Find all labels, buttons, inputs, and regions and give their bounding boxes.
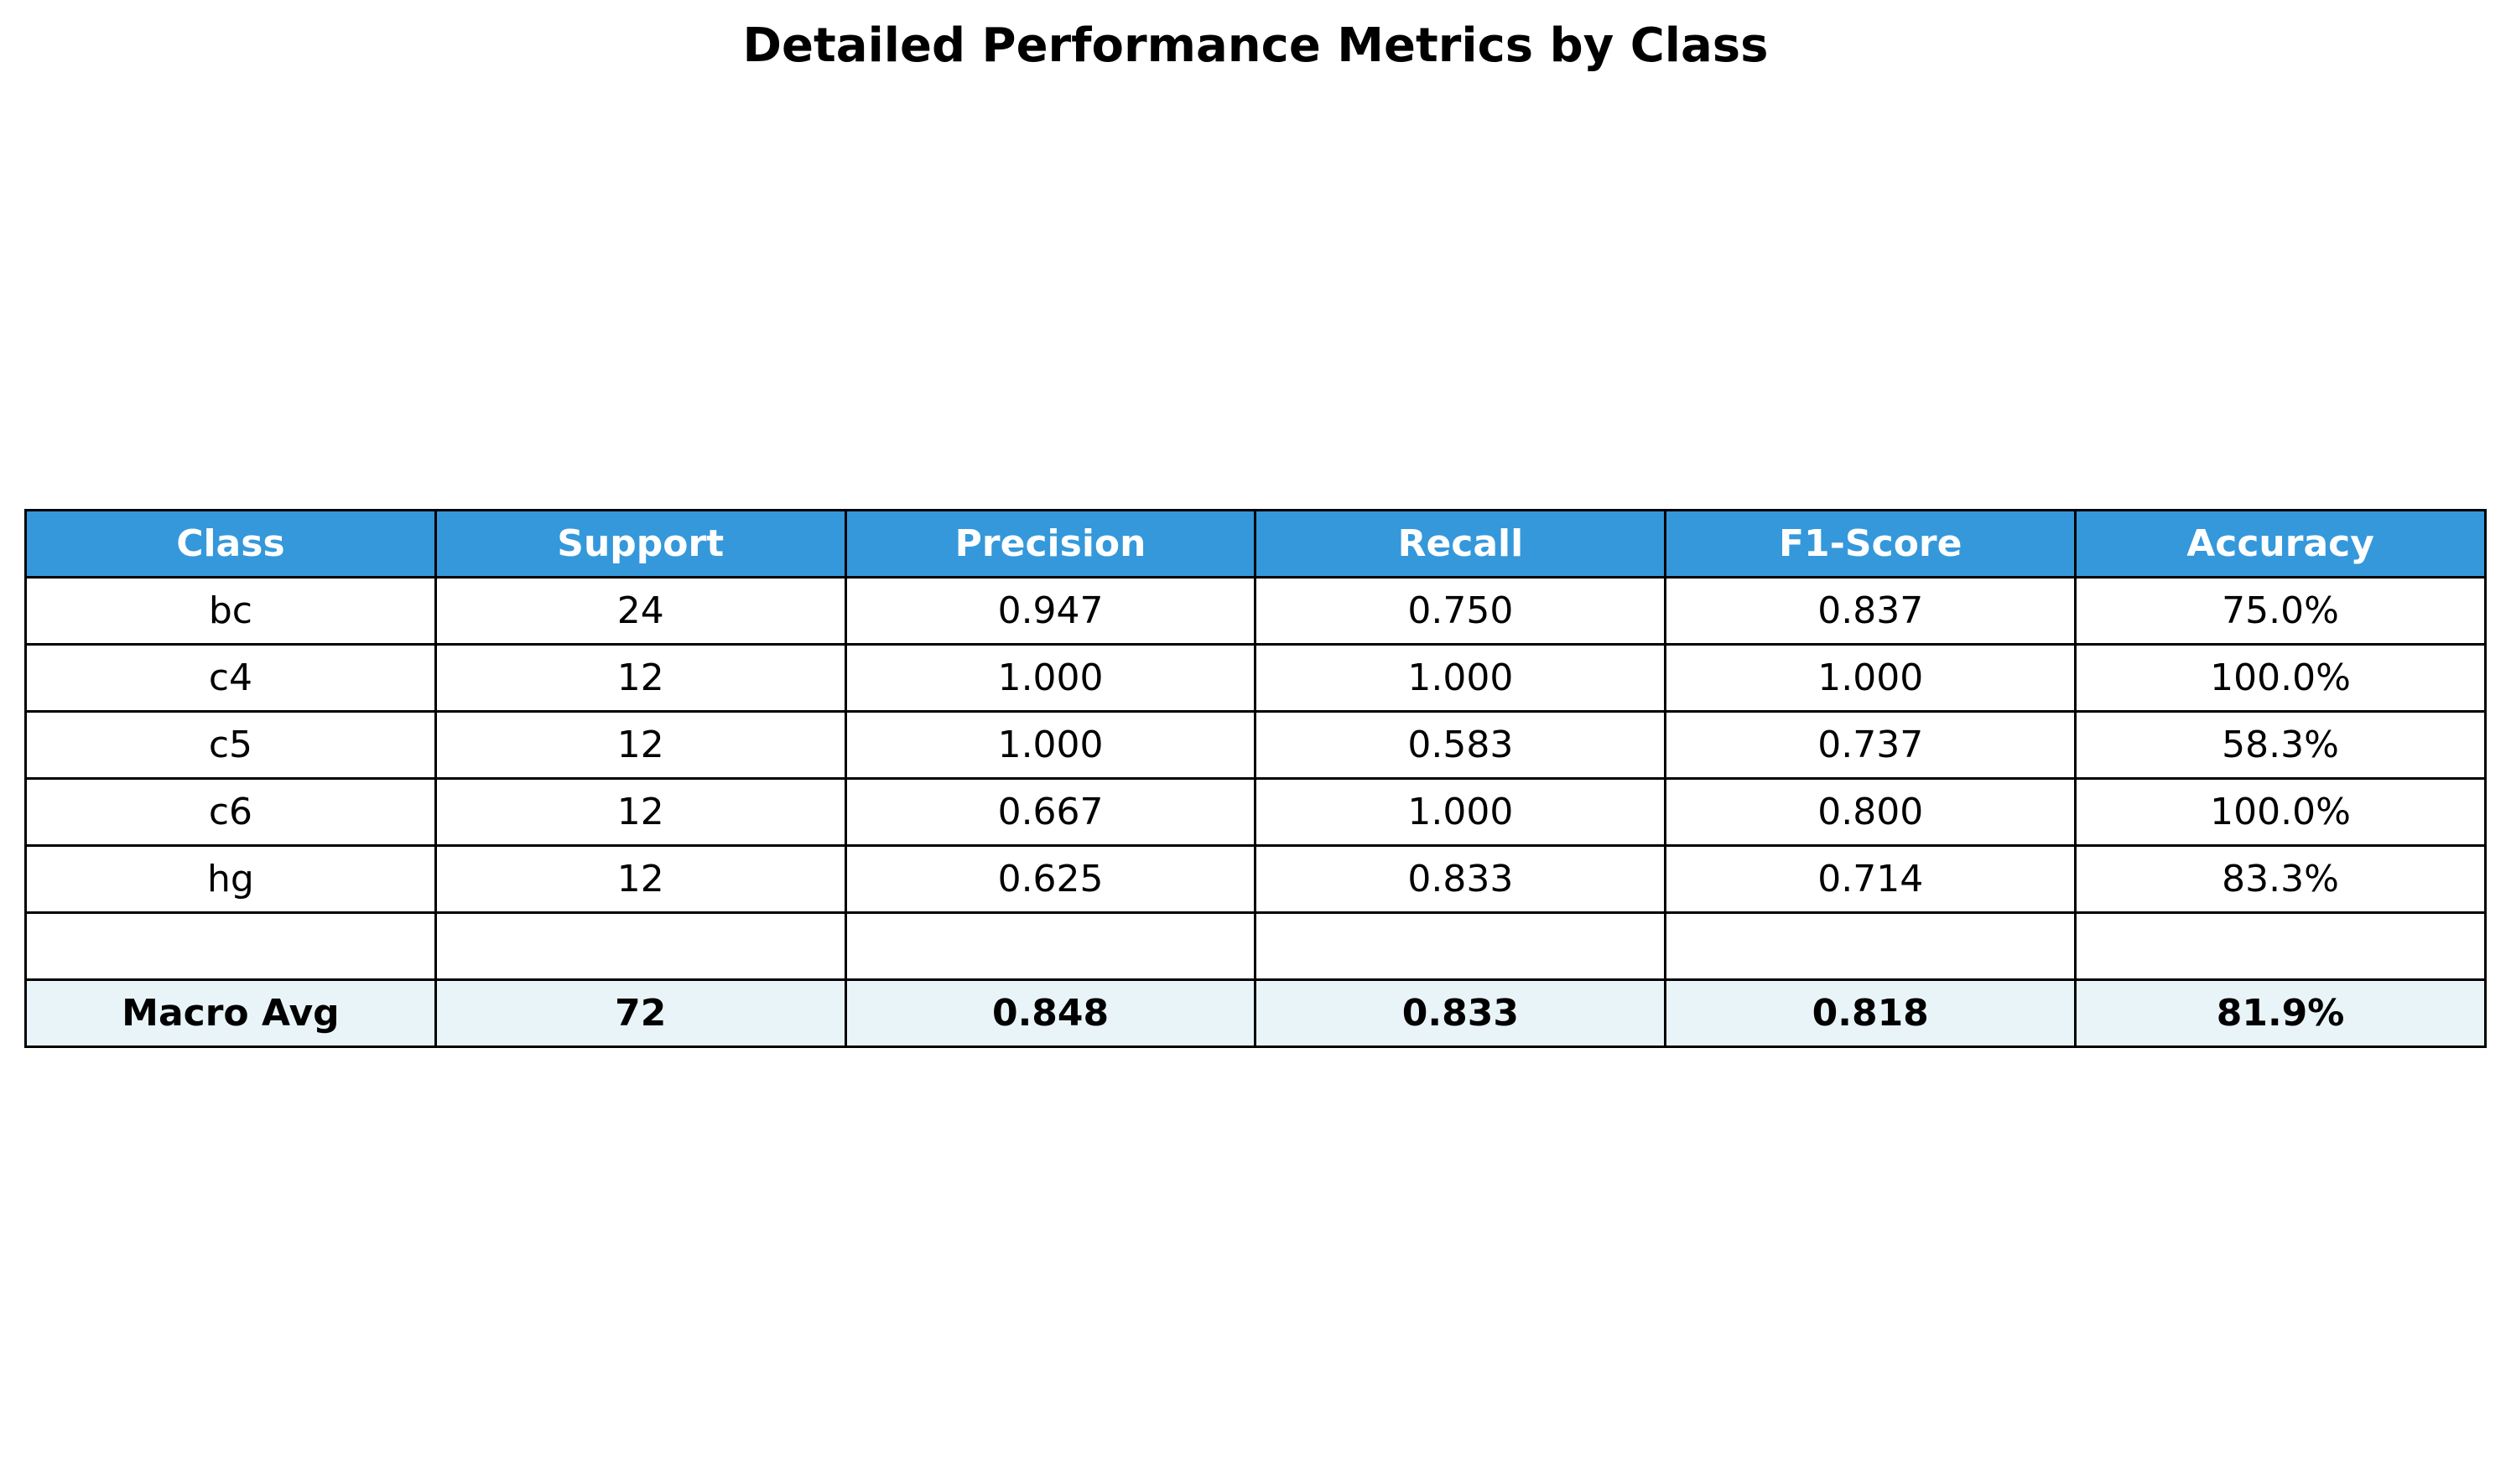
summary-cell-accuracy: 81.9% xyxy=(2074,978,2487,1048)
cell-support: 12 xyxy=(434,844,847,914)
cell-support xyxy=(434,911,847,981)
cell-accuracy: 58.3% xyxy=(2074,710,2487,780)
header-class: Class xyxy=(24,509,437,579)
cell-accuracy: 83.3% xyxy=(2074,844,2487,914)
cell-accuracy xyxy=(2074,911,2487,981)
table-row-bc: bc 24 0.947 0.750 0.837 75.0% xyxy=(24,576,2487,646)
cell-support: 12 xyxy=(434,777,847,847)
cell-precision: 1.000 xyxy=(844,710,1257,780)
cell-f1-score: 0.837 xyxy=(1664,576,2077,646)
cell-class: bc xyxy=(24,576,437,646)
cell-precision: 0.947 xyxy=(844,576,1257,646)
cell-recall xyxy=(1254,911,1667,981)
cell-accuracy: 100.0% xyxy=(2074,643,2487,713)
cell-recall: 1.000 xyxy=(1254,777,1667,847)
cell-f1-score: 0.737 xyxy=(1664,710,2077,780)
cell-recall: 0.583 xyxy=(1254,710,1667,780)
table-row-empty xyxy=(24,911,2487,981)
cell-precision: 0.667 xyxy=(844,777,1257,847)
header-support: Support xyxy=(434,509,847,579)
summary-cell-f1-score: 0.818 xyxy=(1664,978,2077,1048)
cell-f1-score: 1.000 xyxy=(1664,643,2077,713)
table-row-hg: hg 12 0.625 0.833 0.714 83.3% xyxy=(24,844,2487,914)
table-row-c4: c4 12 1.000 1.000 1.000 100.0% xyxy=(24,643,2487,713)
cell-support: 12 xyxy=(434,643,847,713)
cell-recall: 1.000 xyxy=(1254,643,1667,713)
cell-f1-score: 0.714 xyxy=(1664,844,2077,914)
cell-class: c6 xyxy=(24,777,437,847)
metrics-table: Class Support Precision Recall F1-Score … xyxy=(24,509,2487,1048)
summary-cell-recall: 0.833 xyxy=(1254,978,1667,1048)
header-accuracy: Accuracy xyxy=(2074,509,2487,579)
cell-accuracy: 75.0% xyxy=(2074,576,2487,646)
header-precision: Precision xyxy=(844,509,1257,579)
cell-class xyxy=(24,911,437,981)
summary-cell-support: 72 xyxy=(434,978,847,1048)
cell-class: hg xyxy=(24,844,437,914)
cell-f1-score: 0.800 xyxy=(1664,777,2077,847)
cell-recall: 0.833 xyxy=(1254,844,1667,914)
chart-title: Detailed Performance Metrics by Class xyxy=(742,18,1769,73)
cell-precision: 1.000 xyxy=(844,643,1257,713)
cell-support: 12 xyxy=(434,710,847,780)
header-f1-score: F1-Score xyxy=(1664,509,2077,579)
cell-precision xyxy=(844,911,1257,981)
cell-recall: 0.750 xyxy=(1254,576,1667,646)
table-row-c5: c5 12 1.000 0.583 0.737 58.3% xyxy=(24,710,2487,780)
cell-f1-score xyxy=(1664,911,2077,981)
summary-cell-class: Macro Avg xyxy=(24,978,437,1048)
cell-class: c5 xyxy=(24,710,437,780)
cell-class: c4 xyxy=(24,643,437,713)
cell-support: 24 xyxy=(434,576,847,646)
table-row-macro-avg: Macro Avg 72 0.848 0.833 0.818 81.9% xyxy=(24,978,2487,1048)
table-row-c6: c6 12 0.667 1.000 0.800 100.0% xyxy=(24,777,2487,847)
table-header-row: Class Support Precision Recall F1-Score … xyxy=(24,509,2487,579)
cell-precision: 0.625 xyxy=(844,844,1257,914)
header-recall: Recall xyxy=(1254,509,1667,579)
summary-cell-precision: 0.848 xyxy=(844,978,1257,1048)
cell-accuracy: 100.0% xyxy=(2074,777,2487,847)
